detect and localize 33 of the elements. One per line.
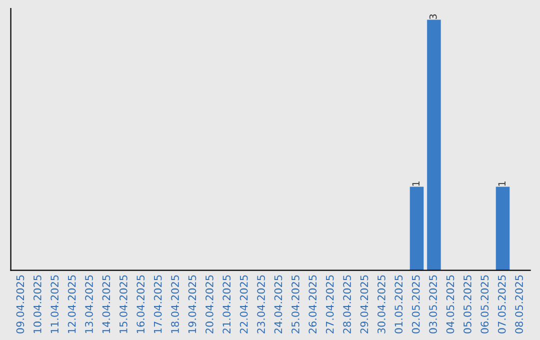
x-tick-label: 11.04.2025 xyxy=(50,275,59,333)
x-tick-label: 29.04.2025 xyxy=(360,275,368,334)
x-tick-label: 08.05.2025 xyxy=(515,275,523,334)
x-tick-label: 21.04.2025 xyxy=(222,275,231,334)
x-tick-label: 23.04.2025 xyxy=(257,275,265,334)
x-tick-label: 14.04.2025 xyxy=(102,275,110,333)
x-tick-label: 05.05.2025 xyxy=(464,275,472,334)
x-tick-label: 13.04.2025 xyxy=(85,275,93,333)
x-tick-label: 19.04.2025 xyxy=(188,275,196,333)
x-tick-label: 10.04.2025 xyxy=(33,275,42,333)
x-tick-label: 27.04.2025 xyxy=(326,275,334,334)
x-tick-label: 22.04.2025 xyxy=(240,275,248,334)
x-tick-label: 04.05.2025 xyxy=(446,275,454,334)
x-tick-label: 28.04.2025 xyxy=(343,275,351,334)
x-tick-label: 18.04.2025 xyxy=(171,275,179,333)
x-tick-label: 24.04.2025 xyxy=(274,275,282,334)
x-tick-label: 03.05.2025 xyxy=(429,275,437,334)
data-label: 3 xyxy=(429,14,437,20)
x-tick-label: 07.05.2025 xyxy=(498,275,506,334)
x-tick-label: 20.04.2025 xyxy=(205,275,214,334)
x-tick-label: 01.05.2025 xyxy=(394,275,403,334)
x-tick-label: 26.04.2025 xyxy=(308,275,317,334)
x-tick-label: 25.04.2025 xyxy=(291,275,300,334)
x-tick-label: 15.04.2025 xyxy=(119,275,128,333)
data-label: 1 xyxy=(498,182,506,186)
x-tick-label: 16.04.2025 xyxy=(136,275,145,333)
x-tick-label: 17.04.2025 xyxy=(154,275,162,333)
x-tick-label: 02.05.2025 xyxy=(412,275,420,334)
x-tick-label: 12.04.2025 xyxy=(68,275,76,333)
x-tick-label: 30.04.2025 xyxy=(377,275,386,334)
data-label: 1 xyxy=(412,182,420,186)
x-tick-label: 06.05.2025 xyxy=(480,275,489,334)
x-tick-label: 09.04.2025 xyxy=(16,275,24,334)
